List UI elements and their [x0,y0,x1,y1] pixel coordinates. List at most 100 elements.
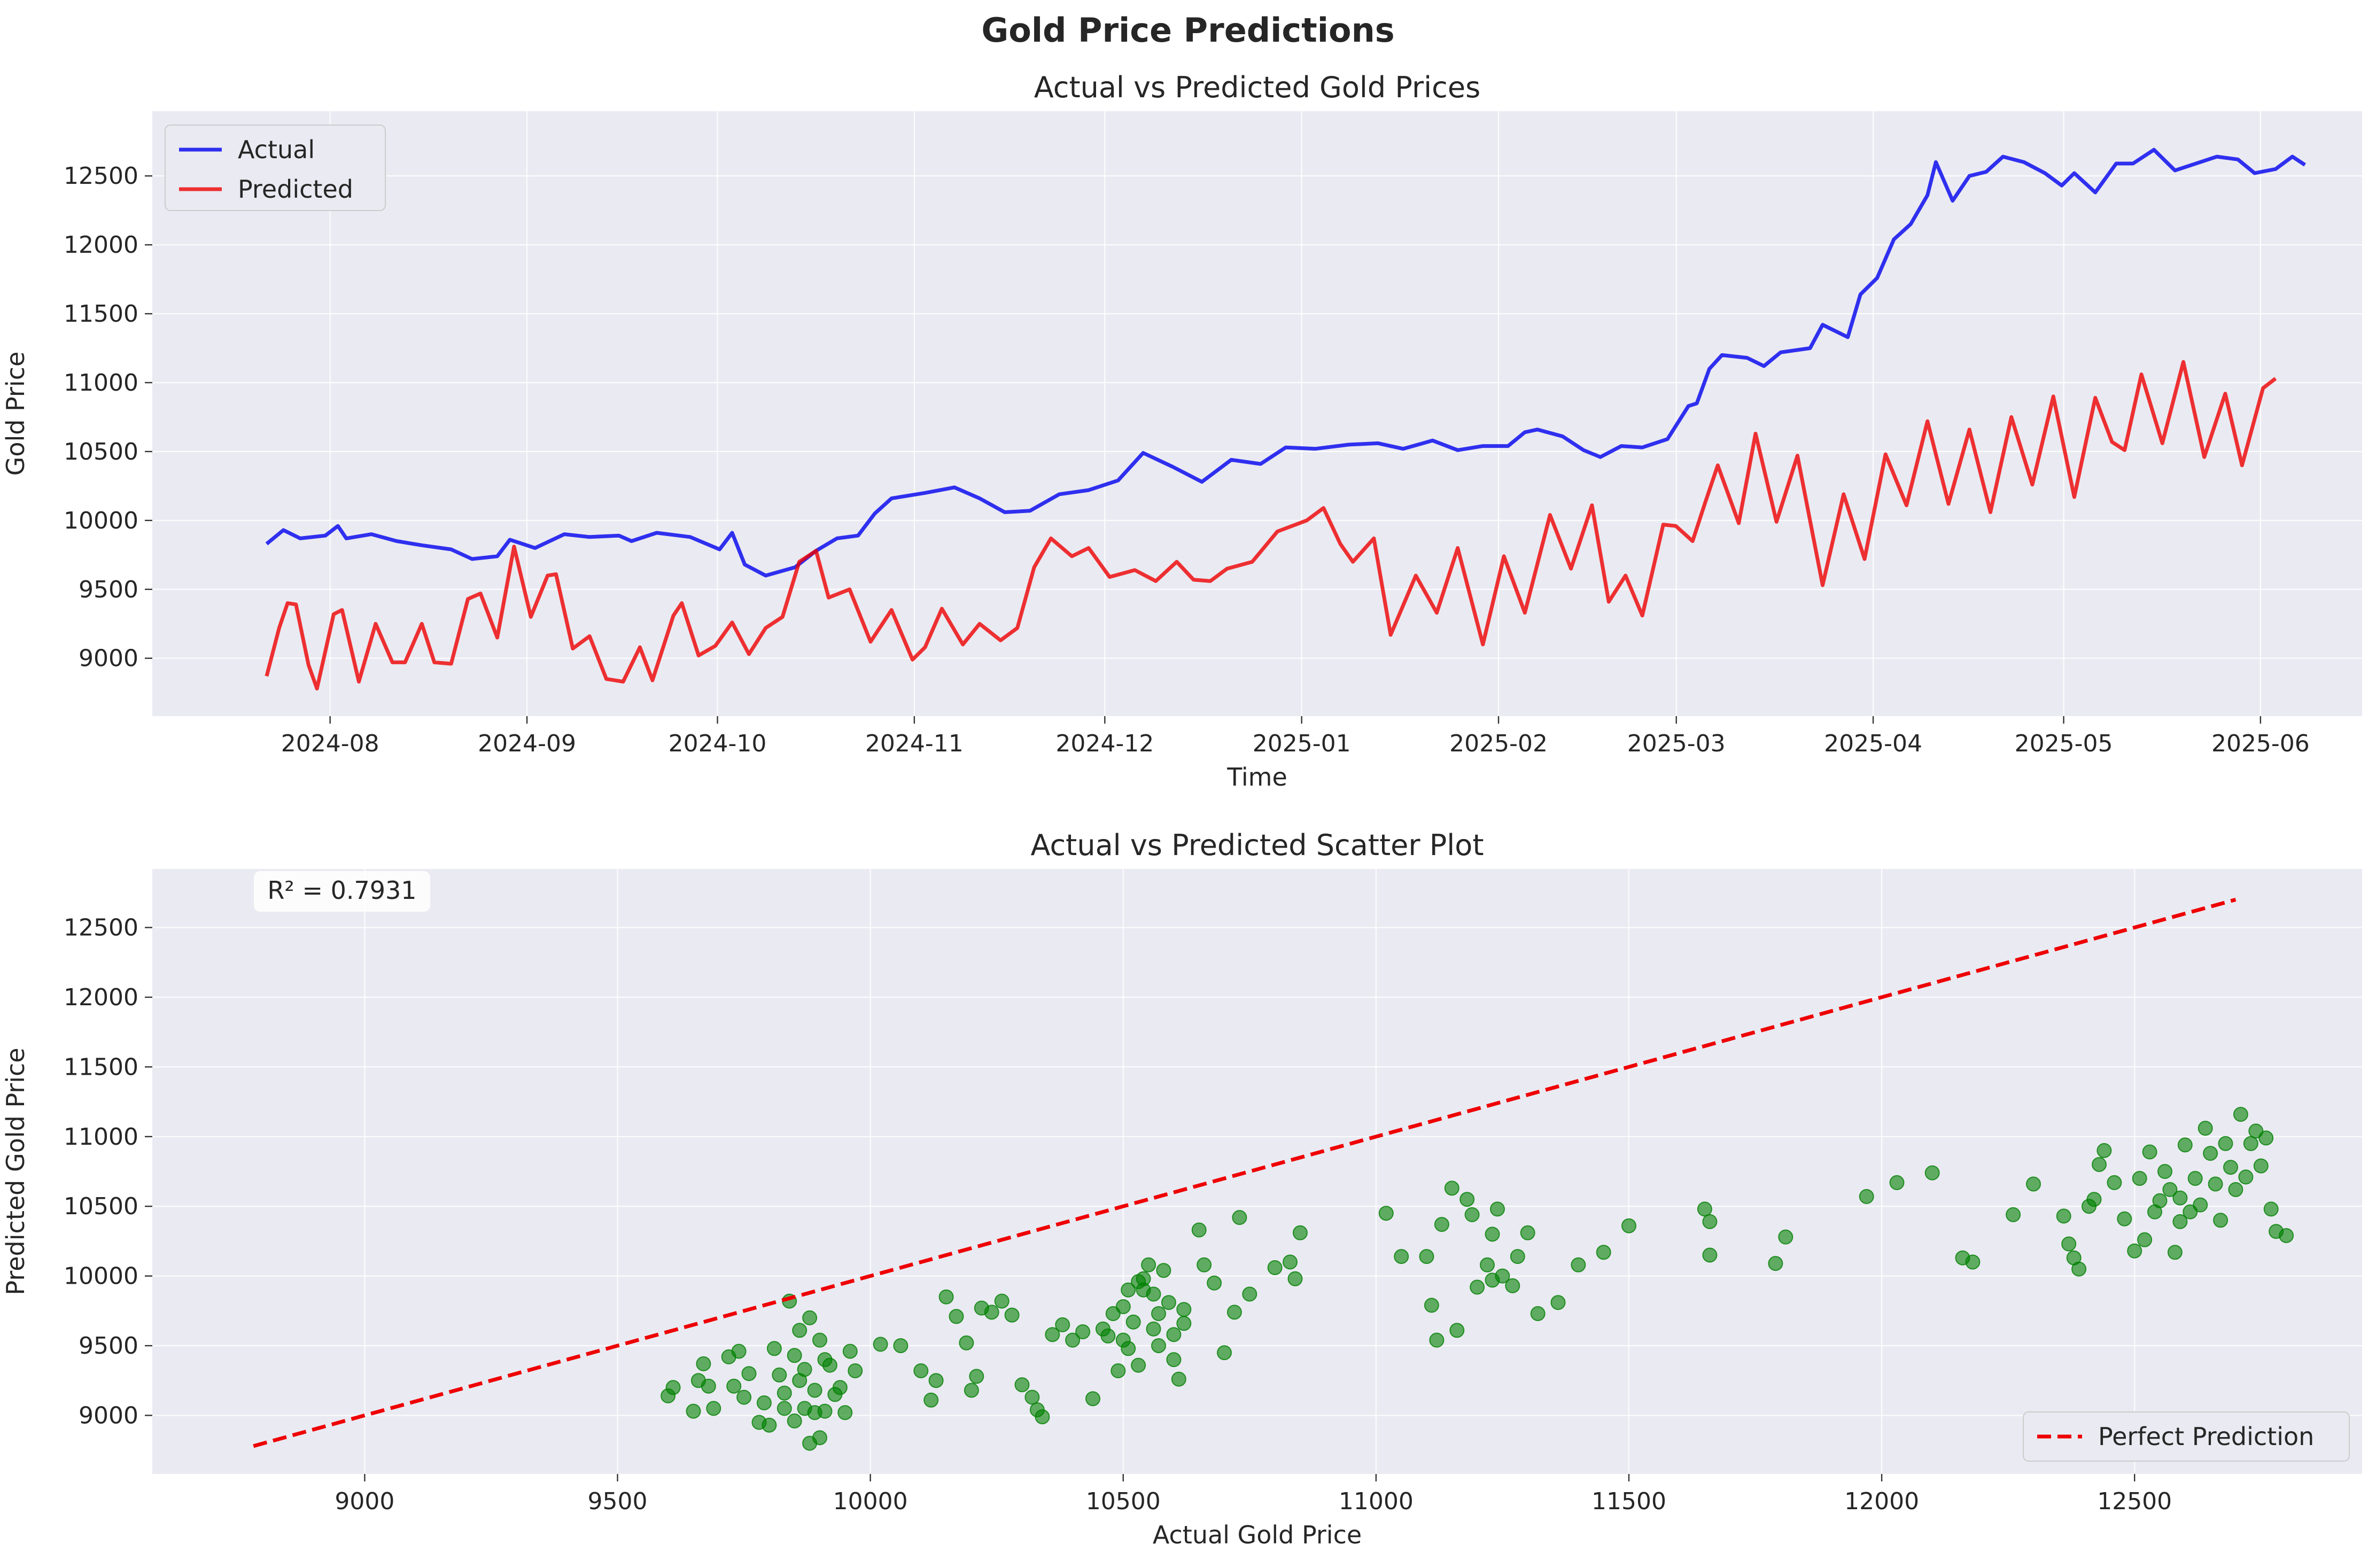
scatter-point [777,1401,792,1416]
scatter-point [1530,1306,1546,1321]
scatter-point [772,1367,787,1383]
scatter-chart-y-tick-label: 9000 [79,1402,138,1429]
scatter-point [2172,1214,2188,1229]
scatter-point [1965,1254,1981,1270]
scatter-point [741,1366,757,1381]
scatter-point [2172,1190,2188,1206]
scatter-point [1485,1227,1500,1242]
scatter-point [686,1403,701,1419]
line-chart-y-axis-label: Gold Price [1,352,30,476]
line-chart-y-tick-label: 12500 [64,162,138,190]
scatter-point [787,1413,802,1429]
scatter-point [1151,1338,1166,1353]
scatter-point [969,1369,984,1384]
scatter-point [2092,1157,2107,1172]
scatter-chart-x-tick-label: 12500 [2097,1488,2172,1515]
scatter-point [1292,1225,1308,1240]
scatter-point [2203,1146,2218,1161]
legend-label-perfect-prediction: Perfect Prediction [2098,1422,2314,1451]
scatter-point [792,1323,807,1338]
scatter-point [923,1392,939,1408]
scatter-point [2233,1107,2248,1122]
series-line-predicted [265,360,2277,690]
scatter-point [2117,1211,2132,1227]
scatter-chart-y-tick-label: 12500 [64,914,138,942]
scatter-point [1121,1282,1136,1298]
scatter-point [893,1338,909,1353]
scatter-point [2026,1176,2041,1192]
scatter-point [1055,1317,1070,1332]
scatter-point [1004,1307,1020,1323]
scatter-point [2157,1164,2172,1179]
scatter-point [1859,1189,1874,1204]
scatter-point [1889,1175,1905,1190]
scatter-point [1242,1286,1257,1302]
scatter-point [756,1395,772,1410]
line-chart-y-tick-label: 12000 [64,231,138,259]
scatter-point [1429,1332,1445,1348]
scatter-chart-y-tick-label: 11500 [64,1053,138,1081]
annotation-box [254,871,430,912]
scatter-point [706,1401,721,1416]
scatter-point [1191,1222,1207,1238]
scatter-point [696,1356,711,1371]
scatter-point [2208,1176,2223,1192]
scatter-point [1464,1207,1480,1222]
scatter-points [661,1107,2294,1451]
scatter-chart-y-tick-label: 11000 [64,1123,138,1151]
scatter-point [1495,1268,1510,1284]
scatter-point [2253,1158,2269,1174]
scatter-point [2228,1182,2243,1197]
scatter-point [2198,1121,2213,1136]
scatter-point [1702,1247,1718,1263]
scatter-point [1267,1260,1283,1275]
scatter-point [1510,1249,1525,1264]
scatter-point [726,1378,742,1394]
scatter-point [928,1373,944,1388]
scatter-point [2248,1123,2264,1139]
scatter-point [1419,1249,1434,1264]
scatter-point [994,1293,1010,1309]
scatter-point [1550,1295,1566,1310]
line-chart-title: Actual vs Predicted Gold Prices [1034,71,1480,104]
scatter-chart-x-tick-label: 9500 [588,1488,648,1515]
line-chart-grid [152,111,2362,716]
r-squared-annotation: R² = 0.7931 [254,871,430,912]
line-chart-x-tick-label: 2024-11 [865,730,964,757]
scatter-point [2213,1213,2229,1228]
scatter-point [1141,1257,1156,1272]
scatter-point [938,1289,954,1305]
scatter-chart-x-tick-label: 10500 [1086,1488,1161,1515]
legend-box [2023,1411,2350,1462]
scatter-point [1207,1275,1222,1291]
scatter-point [2263,1201,2279,1217]
scatter-point [913,1363,929,1378]
scatter-point [959,1335,974,1350]
perfect-prediction-line [253,898,2237,1448]
line-chart-x-tick-label: 2024-09 [478,730,576,757]
scatter-point [1045,1327,1060,1342]
scatter-point [1697,1201,1712,1217]
line-chart-x-axis-label: Time [1226,763,1287,791]
line-chart-y-tick-label: 11000 [64,369,138,397]
scatter-point [1778,1229,1793,1245]
scatter-point [2107,1175,2122,1190]
scatter-point [1035,1409,1050,1425]
scatter-point [832,1380,848,1395]
line-chart-y-tick-label: 10000 [64,507,138,534]
series-line-actual [265,148,2307,578]
scatter-point [1105,1306,1121,1321]
scatter-point [2243,1136,2258,1151]
scatter-point [701,1378,716,1394]
scatter-chart-x-tick-label: 10000 [833,1488,908,1515]
scatter-point [1065,1332,1081,1348]
scatter-point [2132,1171,2147,1186]
scatter-point [2152,1193,2168,1208]
scatter-point [777,1385,792,1401]
scatter-point [1121,1341,1136,1356]
scatter-point [984,1305,999,1320]
scatter-point [1702,1214,1718,1229]
scatter-point [1449,1323,1465,1338]
scatter-point [2127,1243,2142,1259]
figure-suptitle: Gold Price Predictions [981,11,1394,50]
